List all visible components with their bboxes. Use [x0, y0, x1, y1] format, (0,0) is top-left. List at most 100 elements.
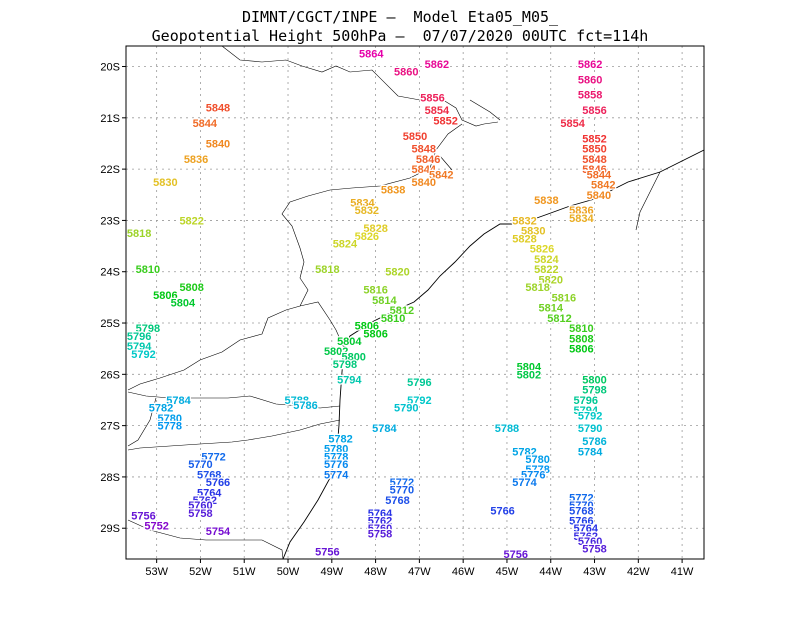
contour-label: 5782 [512, 446, 536, 458]
x-tick-label: 43W [583, 566, 606, 578]
contour-label: 5772 [569, 492, 593, 504]
contour-label: 5762 [574, 531, 598, 543]
contour-label: 5792 [131, 349, 155, 361]
contour-label: 5804 [171, 298, 196, 310]
contour-label: 5804 [517, 362, 542, 374]
contour-label: 5852 [582, 133, 606, 145]
contour-label: 5860 [578, 74, 602, 86]
x-tick-label: 47W [408, 566, 431, 578]
contour-label: 5842 [591, 180, 615, 192]
contour-label: 5768 [197, 469, 221, 481]
contour-label: 5798 [582, 385, 606, 397]
contour-label: 5836 [184, 154, 208, 166]
contour-label: 5772 [201, 451, 225, 463]
contour-label: 5818 [315, 264, 339, 276]
contour-label: 5774 [324, 469, 349, 481]
contour-label: 5780 [525, 454, 549, 466]
contour-label: 5764 [574, 523, 599, 535]
contour-label: 5772 [390, 477, 414, 489]
contour-label: 5766 [569, 516, 593, 528]
contour-label: 5856 [420, 92, 444, 104]
contour-label: 5850 [582, 144, 606, 156]
state-border [127, 46, 661, 559]
contour-label: 5838 [534, 195, 558, 207]
contour-label: 5848 [206, 103, 230, 115]
contour-label: 5780 [158, 413, 182, 425]
contour-label: 5860 [394, 67, 418, 79]
contour-label: 5828 [363, 223, 387, 235]
contour-label: 5760 [188, 500, 212, 512]
plot-frame [125, 45, 705, 560]
contour-label: 5770 [569, 500, 593, 512]
contour-label: 5820 [539, 274, 563, 286]
contour-label: 5782 [328, 433, 352, 445]
contour-label: 5842 [429, 169, 453, 181]
contour-label: 5806 [153, 290, 177, 302]
y-tick-label: 26S [100, 369, 120, 381]
contour-label: 5796 [127, 331, 151, 343]
y-tick-label: 20S [100, 62, 120, 74]
contour-label: 5806 [569, 344, 593, 356]
contour-label: 5816 [363, 285, 387, 297]
map-title-line-1: DIMNT/CGCT/INPE – Model Eta05_M05_ [241, 8, 559, 26]
contour-labels: 5862 586258605860585858565856585458545852… [126, 47, 617, 559]
contour-label: 5800 [582, 374, 606, 386]
contour-label: 5828 [512, 233, 536, 245]
contour-label: 5826 [355, 231, 379, 243]
contour-label: 5792 [407, 395, 431, 407]
contour-label: 5846 [582, 164, 606, 176]
contour-label: 5780 [324, 444, 348, 456]
contour-label: 5754 [206, 526, 231, 538]
y-tick-label: 27S [100, 421, 120, 433]
contour-label: 5776 [521, 469, 545, 481]
contour-label: 5792 [578, 410, 602, 422]
y-tick-label: 22S [100, 164, 120, 176]
contour-label: 5756 [131, 510, 155, 522]
contour-label: 5796 [574, 395, 598, 407]
contour-label: 5824 [534, 254, 559, 266]
contour-label: 5826 [530, 244, 554, 256]
contour-line-5862 [126, 15, 671, 37]
contour-label: 5752 [144, 521, 168, 533]
y-tick-label: 24S [100, 267, 120, 279]
contour-label: 5832 [355, 205, 379, 217]
contour-label: 5798 [333, 359, 357, 371]
contour-label: 5800 [341, 351, 365, 363]
contour-label: 5802 [517, 369, 541, 381]
contour-label: 5758 [188, 508, 212, 520]
contour-label: 5776 [324, 459, 348, 471]
contour-label: 5814 [539, 303, 564, 315]
x-tick-label: 49W [320, 566, 343, 578]
contour-label: 5790 [578, 423, 602, 435]
contour-label: 5804 [337, 336, 362, 348]
contour-label: 5810 [136, 264, 160, 276]
contour-line-5860 [126, 16, 704, 31]
contour-label: 5810 [381, 313, 405, 325]
contour-label: 5758 [582, 544, 606, 556]
contour-label: 5782 [149, 403, 173, 415]
contour-label: 5766 [490, 505, 514, 517]
contour-label: 5816 [552, 292, 576, 304]
contour-label: 5854 [425, 105, 450, 117]
contour-label: 5786 [582, 436, 606, 448]
contour-label: 5812 [547, 313, 571, 325]
contour-label: 5852 [433, 115, 457, 127]
contour-label: 5848 [412, 144, 436, 156]
height-contours [126, 15, 704, 40]
contour-label: 5788 [495, 423, 519, 435]
contour-label: 5784 [578, 446, 603, 458]
contour-label: 5822 [179, 215, 203, 227]
contour-label: 5794 [337, 374, 362, 386]
lat-lon-grid [126, 46, 704, 559]
contour-label: 5840 [206, 138, 230, 150]
contour-label: 5778 [525, 464, 549, 476]
coastline [127, 46, 704, 559]
contour-label: 5844 [412, 164, 437, 176]
contour-label: 5786 [293, 400, 317, 412]
contour-label: 5794 [574, 405, 599, 417]
x-tick-label: 45W [496, 566, 519, 578]
contour-label: 5762 [368, 516, 392, 528]
contour-label: 5788 [285, 395, 309, 407]
contour-label: 5858 [578, 90, 602, 102]
contour-label: 5850 [403, 131, 427, 143]
